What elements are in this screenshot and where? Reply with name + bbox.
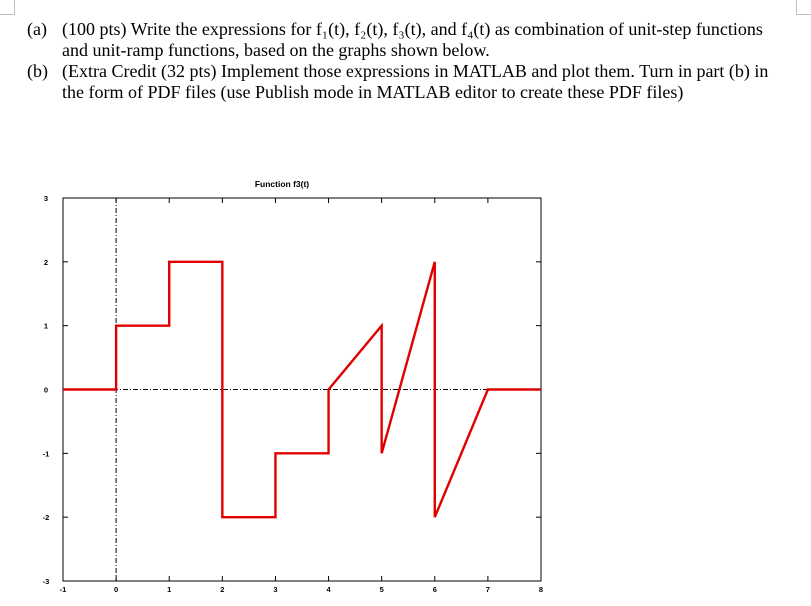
problem-part-a: (a) (100 pts) Write the expressions for … xyxy=(27,19,787,61)
part-b-text: (Extra Credit (32 pts) Implement those e… xyxy=(62,61,769,102)
page-corner-mark xyxy=(796,0,811,15)
x-tick-label: 2 xyxy=(220,585,224,594)
y-tick-label: 1 xyxy=(44,322,48,331)
problem-part-b: (b) (Extra Credit (32 pts) Implement tho… xyxy=(27,61,787,103)
y-tick-label: 2 xyxy=(44,258,48,267)
x-tick-labels: -1 0 1 2 3 4 5 6 7 8 xyxy=(60,585,543,594)
x-tick-label: 4 xyxy=(326,585,331,594)
x-tick-label: 3 xyxy=(273,585,277,594)
series-layer xyxy=(63,260,541,519)
x-tick-label: 8 xyxy=(539,585,543,594)
y-tick-label: -3 xyxy=(43,577,50,586)
x-tick-label: 1 xyxy=(167,585,171,594)
chart-title: Function f3(t) xyxy=(255,179,309,189)
y-tick-label: -1 xyxy=(43,449,50,458)
y-tick-label: 3 xyxy=(44,194,48,203)
x-tick-label: 7 xyxy=(486,585,490,594)
y-tick-labels: 3 2 1 0 -1 -2 -3 xyxy=(43,194,50,586)
y-tick-label: -2 xyxy=(43,513,50,522)
x-tick-label: 5 xyxy=(380,585,384,594)
y-tick-label: 0 xyxy=(44,386,48,395)
x-tick-label: -1 xyxy=(60,585,67,594)
page-corner-mark xyxy=(0,0,15,15)
part-a-label: (a) xyxy=(27,19,47,39)
x-tick-label: 6 xyxy=(433,585,437,594)
reference-lines xyxy=(63,198,541,581)
part-a-text: (100 pts) Write the expressions for f₁(t… xyxy=(62,19,763,60)
series-line-f3 xyxy=(63,260,541,519)
x-tick-label: 0 xyxy=(114,585,118,594)
part-b-label: (b) xyxy=(27,61,48,81)
